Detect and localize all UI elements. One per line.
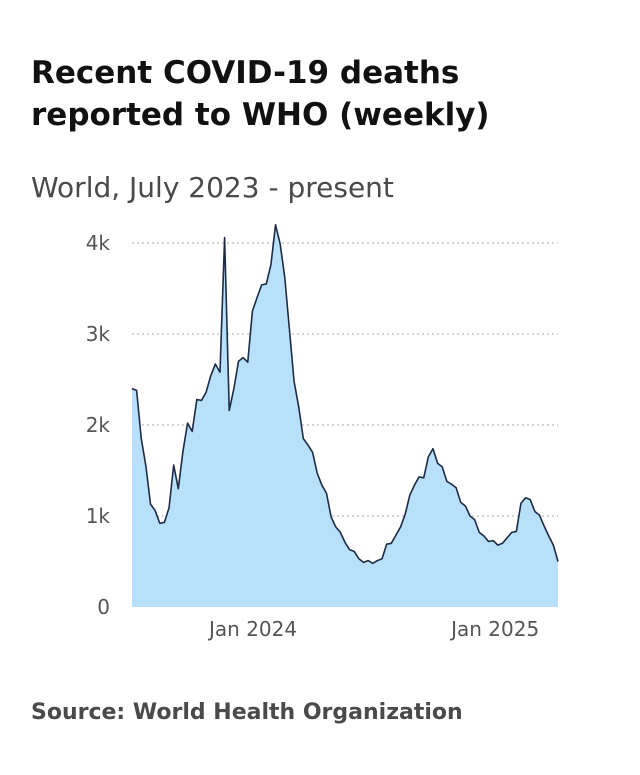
y-tick-label: 4k bbox=[86, 231, 111, 255]
y-tick-label: 2k bbox=[86, 413, 111, 437]
y-axis: 0 1k 2k 3k 4k bbox=[86, 231, 111, 619]
x-axis: Jan 2024 Jan 2025 bbox=[207, 617, 539, 641]
x-tick-label: Jan 2025 bbox=[449, 617, 539, 641]
source-note: Source: World Health Organization bbox=[31, 700, 463, 725]
series-area bbox=[132, 224, 558, 608]
chart-title: Recent COVID-19 deaths reported to WHO (… bbox=[31, 55, 490, 133]
y-tick-label: 3k bbox=[86, 322, 111, 346]
y-tick-label: 0 bbox=[97, 595, 110, 619]
y-tick-label: 1k bbox=[86, 504, 111, 528]
series-line bbox=[131, 224, 559, 565]
x-tick-label: Jan 2024 bbox=[207, 617, 297, 641]
chart-subtitle: World, July 2023 - present bbox=[31, 171, 394, 204]
plot-area bbox=[131, 224, 559, 608]
